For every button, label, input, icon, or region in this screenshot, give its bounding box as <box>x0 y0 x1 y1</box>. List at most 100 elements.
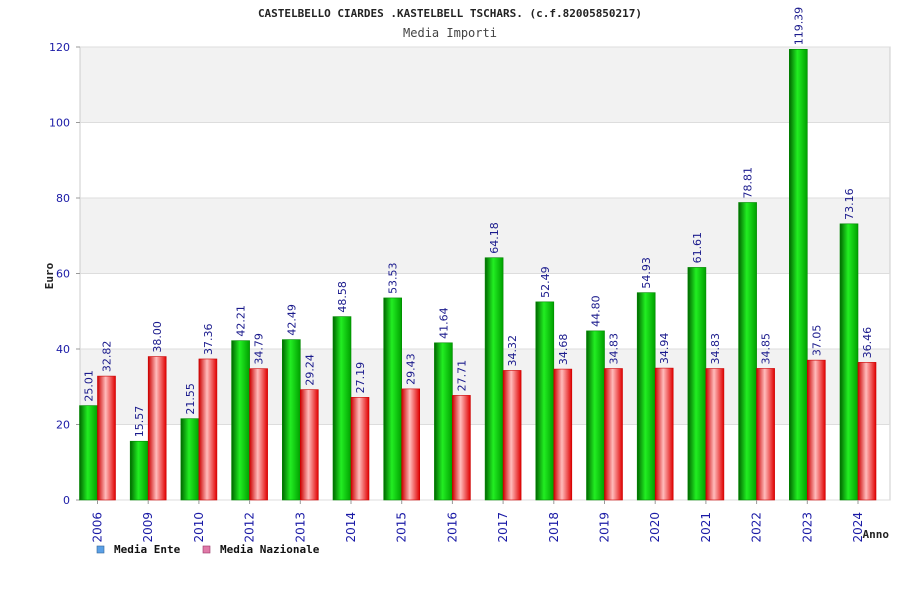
value-labels: 25.01 32.82 15.57 38.00 21.55 37.36 42.21 34.79… <box>83 7 875 437</box>
value-label-media-ente-2010: 21.55 <box>184 383 197 415</box>
legend-label-media-ente: Media Ente <box>114 543 181 556</box>
x-tick-label: 2024 <box>851 512 865 543</box>
value-label-media-nazionale-2024: 36.46 <box>861 327 874 359</box>
value-label-media-nazionale-2018: 34.68 <box>557 334 570 366</box>
value-label-media-nazionale-2015: 29.43 <box>405 353 418 385</box>
value-label-media-nazionale-2019: 34.83 <box>608 333 621 365</box>
bar-media-ente-2013 <box>281 339 301 501</box>
bar-media-ente-2012 <box>231 340 250 501</box>
value-label-media-nazionale-2016: 27.71 <box>455 360 468 392</box>
x-tick-label: 2015 <box>395 512 409 543</box>
value-label-media-ente-2024: 73.16 <box>843 188 856 220</box>
x-tick-label: 2016 <box>445 512 459 543</box>
bar-media-ente-2019 <box>586 330 605 501</box>
bar-media-ente-2010 <box>180 418 200 501</box>
value-label-media-ente-2013: 42.49 <box>285 304 298 336</box>
x-tick-label: 2020 <box>648 512 662 543</box>
bar-media-nazionale-2013 <box>299 389 319 501</box>
x-tick-label: 2013 <box>293 512 307 543</box>
bar-media-ente-2018 <box>535 301 555 501</box>
bar-media-nazionale-2010 <box>198 358 218 501</box>
x-axis-ticks: 2006 2009 2010 2012 2013 2014 2015 2016 2017 2018… <box>91 500 865 543</box>
x-tick-label: 2010 <box>192 512 206 543</box>
bars <box>79 49 877 501</box>
value-label-media-nazionale-2023: 37.05 <box>810 325 823 357</box>
plot-band <box>80 47 890 123</box>
value-label-media-nazionale-2017: 34.32 <box>506 335 519 367</box>
x-tick-label: 2009 <box>141 512 155 543</box>
value-label-media-nazionale-2009: 38.00 <box>151 321 164 353</box>
x-tick-label: 2019 <box>598 512 612 543</box>
x-tick-label: 2014 <box>344 512 358 543</box>
x-axis-label: Anno <box>863 528 890 541</box>
x-tick-label: 2018 <box>547 512 561 543</box>
x-tick-label: 2022 <box>750 512 764 543</box>
value-label-media-ente-2023: 119.39 <box>792 7 805 46</box>
y-tick-label: 120 <box>49 41 70 54</box>
bar-media-ente-2020 <box>636 292 656 501</box>
value-label-media-ente-2019: 44.80 <box>590 295 603 327</box>
bar-media-ente-2022 <box>738 202 757 501</box>
bar-media-nazionale-2024 <box>857 362 877 501</box>
bar-media-nazionale-2022 <box>756 368 775 501</box>
value-label-media-ente-2014: 48.58 <box>336 281 349 313</box>
x-tick-label: 2017 <box>496 512 510 543</box>
chart-subtitle: Media Importi <box>403 26 497 40</box>
value-label-media-nazionale-2006: 32.82 <box>101 341 114 373</box>
value-label-media-nazionale-2022: 34.85 <box>760 333 773 365</box>
bar-media-nazionale-2006 <box>97 375 116 501</box>
bar-media-ente-2017 <box>484 257 504 501</box>
legend-swatch-media-nazionale <box>202 545 211 554</box>
y-tick-label: 20 <box>56 419 70 432</box>
x-tick-label: 2006 <box>91 512 105 543</box>
bar-media-nazionale-2017 <box>502 370 522 501</box>
bar-media-nazionale-2021 <box>705 368 725 501</box>
y-tick-label: 40 <box>56 343 70 356</box>
bar-media-ente-2024 <box>839 223 859 501</box>
legend-label-media-nazionale: Media Nazionale <box>220 543 320 556</box>
bar-media-nazionale-2014 <box>350 397 370 501</box>
chart-title: CASTELBELLO CIARDES .KASTELBELL TSCHARS.… <box>258 7 642 20</box>
y-tick-label: 0 <box>63 494 70 507</box>
value-label-media-ente-2009: 15.57 <box>133 406 146 438</box>
bar-media-nazionale-2018 <box>553 368 573 501</box>
plot-band <box>80 122 890 198</box>
value-label-media-ente-2021: 61.61 <box>691 232 704 264</box>
bar-media-nazionale-2016 <box>452 395 471 501</box>
y-axis-ticks: 0 20 40 60 80 100 120 <box>49 41 80 507</box>
value-label-media-nazionale-2014: 27.19 <box>354 362 367 394</box>
y-tick-label: 60 <box>56 268 70 281</box>
bar-media-ente-2015 <box>383 297 403 501</box>
value-label-media-ente-2006: 25.01 <box>83 370 96 402</box>
value-label-media-nazionale-2020: 34.94 <box>658 333 671 365</box>
bar-media-ente-2009 <box>129 440 149 501</box>
y-tick-label: 100 <box>49 117 70 130</box>
x-tick-label: 2021 <box>699 512 713 543</box>
value-label-media-ente-2012: 42.21 <box>235 305 248 337</box>
bar-media-ente-2006 <box>79 405 98 501</box>
bar-media-nazionale-2020 <box>654 367 674 501</box>
legend: Media Ente Media Nazionale <box>96 543 320 556</box>
bar-media-ente-2021 <box>687 267 707 501</box>
value-label-media-ente-2022: 78.81 <box>742 167 755 199</box>
value-label-media-ente-2015: 53.53 <box>387 262 400 294</box>
bar-media-nazionale-2012 <box>249 368 268 501</box>
legend-swatch-media-ente <box>96 545 105 554</box>
value-label-media-ente-2017: 64.18 <box>488 222 501 253</box>
value-label-media-nazionale-2012: 34.79 <box>253 333 266 365</box>
x-tick-label: 2023 <box>800 512 814 543</box>
bar-media-nazionale-2023 <box>806 359 826 501</box>
bar-media-ente-2014 <box>332 316 352 501</box>
value-label-media-nazionale-2013: 29.24 <box>303 354 316 386</box>
bar-media-ente-2023 <box>788 49 808 501</box>
value-label-media-nazionale-2010: 37.36 <box>202 323 215 355</box>
value-label-media-nazionale-2021: 34.83 <box>709 333 722 365</box>
value-label-media-ente-2020: 54.93 <box>640 257 653 289</box>
y-tick-label: 80 <box>56 192 70 205</box>
value-label-media-ente-2018: 52.49 <box>539 266 552 298</box>
bar-media-ente-2016 <box>434 342 453 501</box>
bar-media-nazionale-2015 <box>401 388 421 501</box>
bar-media-nazionale-2019 <box>604 368 623 501</box>
x-tick-label: 2012 <box>243 512 257 543</box>
